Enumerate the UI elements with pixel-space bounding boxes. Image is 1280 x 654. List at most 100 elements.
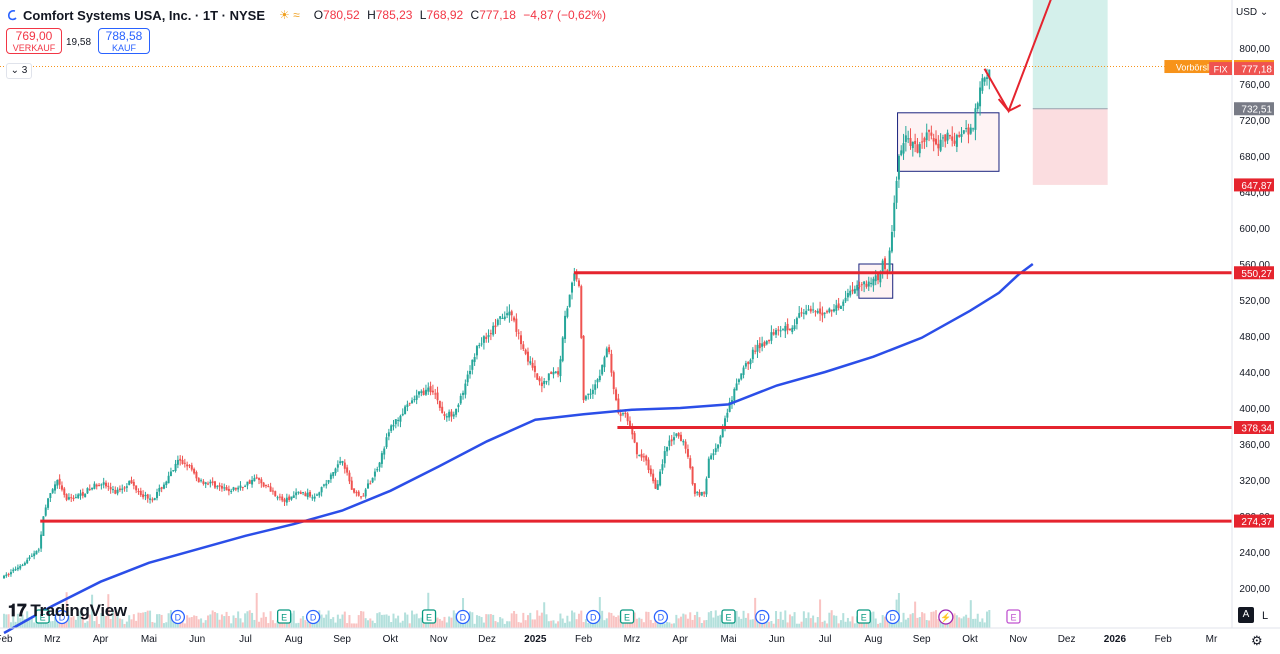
candle-body (670, 439, 673, 442)
y-tick-label: 680,00 (1239, 152, 1270, 163)
volume-bar (686, 618, 689, 628)
candle-body (953, 140, 956, 144)
volume-bar (387, 615, 390, 628)
volume-bar (213, 612, 216, 628)
volume-bar (102, 614, 105, 628)
candle-body (619, 413, 622, 416)
symbol-title[interactable]: Comfort Systems USA, Inc. · 1T · NYSE (23, 7, 265, 23)
volume-bar (98, 623, 101, 628)
candle-body (693, 483, 696, 494)
candle-body (459, 395, 462, 404)
volume-bar (343, 611, 346, 628)
y-tick-label: 440,00 (1239, 368, 1270, 379)
candle-body (3, 575, 5, 579)
candle-body (923, 138, 926, 142)
candle-body (281, 496, 284, 501)
earnings-marker (35, 609, 50, 624)
volume-bar (937, 619, 940, 628)
candle-body (399, 415, 402, 422)
candle-body (114, 489, 117, 494)
volume-bar (960, 618, 963, 628)
candle-body (988, 69, 991, 79)
candle-body (202, 481, 205, 484)
candle-body (100, 484, 103, 486)
candle-body (35, 550, 38, 555)
volume-bar (47, 623, 50, 628)
volume-bar (589, 620, 592, 628)
volume-bar (118, 618, 121, 628)
volume-bar (223, 616, 226, 628)
buy-button[interactable]: 788,58 KAUF (98, 28, 150, 54)
candle-body (271, 490, 274, 492)
volume-bar (455, 613, 458, 628)
candle-body (976, 103, 979, 109)
candle-body (362, 495, 365, 497)
volume-bar (520, 622, 523, 628)
volume-bar (531, 619, 534, 628)
candle-body (56, 480, 59, 486)
long-position-tool[interactable] (1032, 0, 1108, 185)
candle-body (357, 491, 360, 496)
volume-bar (781, 619, 784, 628)
candle-body (7, 573, 10, 575)
volume-bar (902, 612, 905, 628)
candle-body (914, 140, 917, 145)
volume-bar (471, 612, 474, 628)
volume-bar (557, 621, 560, 628)
volume-bar (473, 623, 476, 628)
volume-bar (814, 622, 817, 628)
candle-body (441, 406, 444, 413)
volume-bar (809, 618, 812, 628)
dividend-marker-label: D (658, 613, 665, 623)
candle-body (941, 137, 944, 139)
candle-body (485, 336, 488, 340)
volume-bar (88, 614, 91, 628)
volume-bar (492, 614, 495, 628)
y-tick-label: 400,00 (1239, 404, 1270, 415)
candle-body (299, 492, 302, 495)
volume-bar (652, 623, 655, 628)
currency-selector[interactable]: USD ⌄ (1236, 7, 1269, 18)
horizontal-levels[interactable] (0, 66, 1232, 523)
candle-body (162, 484, 165, 489)
candle-body (819, 308, 822, 314)
candle-body (696, 491, 699, 494)
volume-bar (441, 620, 444, 628)
indicators-toggle[interactable]: ⌄ 3 (6, 63, 32, 79)
candle-body (496, 319, 499, 325)
volume-bar (939, 618, 942, 628)
candle-body (798, 313, 801, 318)
volume-bar (239, 618, 242, 628)
sma-200-line[interactable] (3, 262, 1034, 635)
volume-bar (28, 616, 31, 628)
sell-button[interactable]: 769,00 VERKAUF (6, 28, 62, 54)
volume-bar (768, 621, 771, 628)
log-scale-button[interactable]: L (1262, 610, 1269, 622)
candle-body (264, 485, 267, 487)
settings-gear-icon[interactable]: ⚙ (1251, 633, 1263, 648)
auto-scale-button[interactable]: A (1238, 607, 1254, 623)
volume-bar (299, 618, 302, 628)
time-axis[interactable]: Feb Mrz Apr Mai Jun Jul Aug Sep Okt Nov Dez 2025 Feb… (0, 627, 1280, 645)
forecast-arrow[interactable] (983, 0, 1067, 114)
candle-body (770, 332, 773, 341)
market-status-icon[interactable]: ☀ ≈ (279, 8, 300, 22)
candle-body (707, 458, 710, 478)
candle-body (47, 498, 50, 508)
volume-bar (904, 619, 907, 628)
volume-bar (900, 622, 903, 628)
x-tick-label: Feb (1155, 634, 1173, 645)
candle-body (821, 312, 824, 316)
candle-body (703, 492, 706, 494)
volume-bar (218, 619, 221, 628)
event-markers[interactable]: E D D E D E D D E D E D E D ⚡ E (35, 609, 1021, 625)
candle-body (638, 454, 641, 456)
candle-body (278, 496, 281, 498)
candle-body (575, 271, 578, 280)
candle-body (209, 481, 212, 484)
candle-body (153, 498, 156, 501)
y-tick-label: 520,00 (1239, 296, 1270, 307)
candle-body (571, 282, 574, 293)
price-axis[interactable]: 200,00240,00280,00320,00360,00400,00440,… (1231, 0, 1270, 628)
